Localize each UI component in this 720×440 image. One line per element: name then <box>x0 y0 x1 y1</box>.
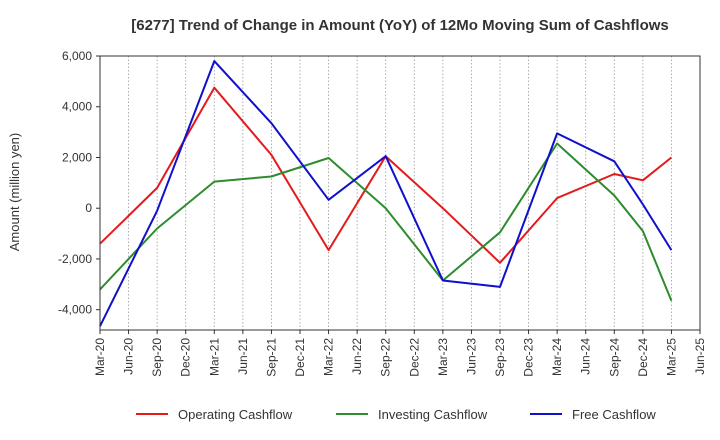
y-tick-label: -4,000 <box>58 303 92 317</box>
operating-cashflow-line <box>99 86 673 264</box>
grid-lines <box>99 56 701 330</box>
x-axis-ticks: Mar-20 Jun-20 Sep-20 Dec-20 Mar-21 Jun-21 Sep-… <box>93 330 707 377</box>
y-tick-label: 6,000 <box>62 49 92 63</box>
x-tick-label: Sep-22 <box>379 338 393 377</box>
y-tick-label: 2,000 <box>62 150 92 164</box>
x-tick-label: Mar-23 <box>436 338 450 376</box>
x-tick-label: Dec-21 <box>293 338 307 377</box>
legend-label: Investing Cashflow <box>378 407 488 422</box>
y-tick-label: 4,000 <box>62 100 92 114</box>
x-tick-label: Sep-24 <box>607 338 621 377</box>
legend-label: Free Cashflow <box>572 407 656 422</box>
x-tick-label: Jun-25 <box>693 338 707 375</box>
x-tick-label: Jun-20 <box>122 338 136 375</box>
x-tick-label: Mar-24 <box>550 338 564 376</box>
investing-cashflow-line <box>99 142 673 302</box>
x-tick-label: Jun-22 <box>350 338 364 375</box>
data-series <box>99 60 673 327</box>
legend-label: Operating Cashflow <box>178 407 293 422</box>
x-tick-label: Jun-21 <box>236 338 250 375</box>
x-tick-label: Dec-22 <box>407 338 421 377</box>
legend: Operating Cashflow Investing Cashflow Free… <box>136 407 656 422</box>
y-tick-label: -2,000 <box>58 252 92 266</box>
x-tick-label: Mar-21 <box>207 338 221 376</box>
x-tick-label: Sep-23 <box>493 338 507 377</box>
x-tick-label: Mar-20 <box>93 338 107 376</box>
x-tick-label: Sep-20 <box>150 338 164 377</box>
y-axis-label: Amount (million yen) <box>7 133 22 252</box>
y-tick-label: 0 <box>85 201 92 215</box>
x-tick-label: Mar-25 <box>664 338 678 376</box>
x-tick-label: Mar-22 <box>322 338 336 376</box>
chart-title: [6277] Trend of Change in Amount (YoY) o… <box>131 17 669 34</box>
free-cashflow-line <box>99 60 673 327</box>
x-tick-label: Dec-24 <box>636 338 650 377</box>
x-tick-label: Jun-23 <box>464 338 478 375</box>
x-tick-label: Dec-23 <box>522 338 536 377</box>
y-axis-ticks: -4,000 -2,000 0 2,000 4,000 6,000 <box>58 49 100 317</box>
x-tick-label: Dec-20 <box>179 338 193 377</box>
x-tick-label: Jun-24 <box>579 338 593 375</box>
plot-area-frame <box>99 55 701 331</box>
x-tick-label: Sep-21 <box>264 338 278 377</box>
